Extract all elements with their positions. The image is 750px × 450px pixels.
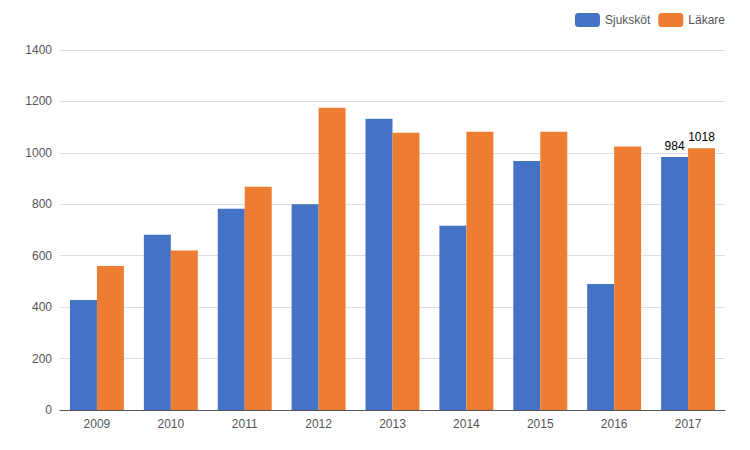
svg-text:1200: 1200 [25,94,52,108]
svg-text:2013: 2013 [379,417,406,431]
svg-text:1018: 1018 [688,130,715,144]
svg-text:2014: 2014 [453,417,480,431]
svg-text:400: 400 [32,300,52,314]
svg-text:Läkare: Läkare [688,13,725,27]
svg-text:2011: 2011 [232,417,258,431]
svg-text:600: 600 [32,249,52,263]
svg-text:1400: 1400 [25,43,52,57]
svg-text:2009: 2009 [84,417,111,431]
svg-text:2017: 2017 [675,417,702,431]
svg-text:200: 200 [32,352,52,366]
svg-text:2010: 2010 [157,417,184,431]
svg-text:2015: 2015 [527,417,554,431]
svg-text:Sjuksköt: Sjuksköt [605,13,651,27]
svg-text:2012: 2012 [305,417,332,431]
svg-text:1000: 1000 [25,146,52,160]
svg-text:984: 984 [665,139,685,153]
svg-text:800: 800 [32,197,52,211]
svg-text:2016: 2016 [601,417,628,431]
svg-text:0: 0 [45,403,52,417]
